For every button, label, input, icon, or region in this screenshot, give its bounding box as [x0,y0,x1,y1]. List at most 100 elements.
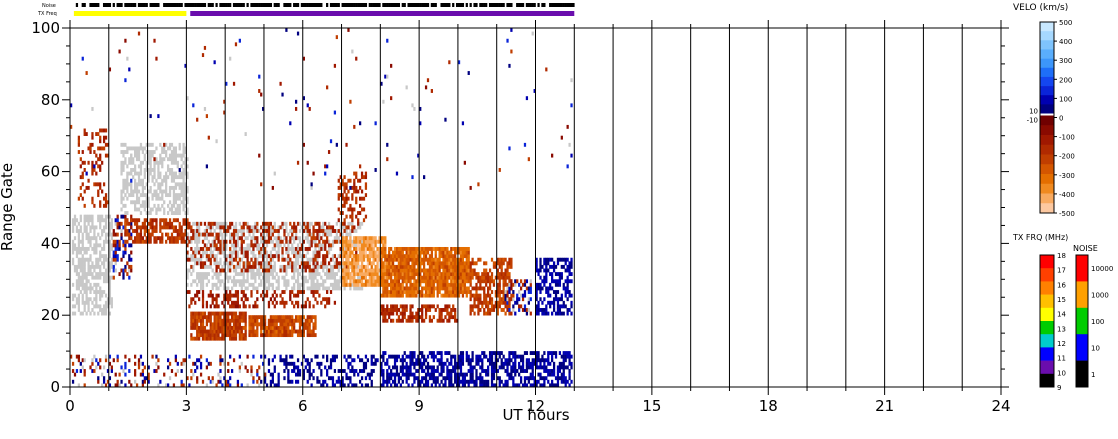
data-cell [345,264,348,269]
noise-strip-cell [225,3,228,7]
data-cell [310,282,313,287]
data-cell [95,250,98,255]
data-cell [543,268,546,273]
data-cell [403,365,406,370]
data-cell [93,264,96,269]
data-cell [448,293,451,298]
data-cell [124,268,127,273]
data-cell [265,275,269,280]
data-cell [395,308,399,312]
data-cell [308,257,311,262]
data-cell [498,264,501,269]
data-cell [432,365,435,370]
data-cell [79,282,82,287]
data-cell [405,365,408,370]
data-cell [566,297,569,302]
data-cell [461,279,465,284]
data-cell [341,282,344,287]
data-cell [308,264,311,269]
data-cell [411,318,414,323]
data-cell [145,160,148,165]
data-cell [329,246,333,251]
data-cell [298,250,302,255]
data-cell [221,264,224,269]
data-cell [329,272,333,277]
data-cell [130,160,133,165]
data-cell [343,203,346,208]
data-cell [459,369,463,373]
data-cell [423,254,426,259]
data-cell [79,279,82,284]
data-cell [267,225,271,230]
data-cell [457,379,461,384]
data-cell [215,268,218,273]
noise-strip-cell [475,3,478,7]
data-cell [110,232,113,237]
data-cell [444,286,447,291]
data-cell [283,232,286,237]
data-cell [426,372,430,377]
data-cell [248,232,251,237]
data-cell [465,275,468,280]
data-cell [101,189,104,194]
noise-strip-cell [265,3,269,7]
data-cell [79,264,82,269]
data-cell [130,168,133,172]
data-cell [147,153,150,158]
data-cell [492,304,496,309]
data-cell [333,286,337,291]
data-cell [137,157,141,162]
data-cell [318,239,321,244]
data-cell [434,286,437,291]
data-cell [87,297,90,302]
data-cell [291,322,294,327]
data-cell [473,311,476,316]
data-cell [504,272,507,277]
data-cell [275,229,278,233]
data-cell [434,264,437,269]
data-cell [397,272,401,277]
data-cell [184,196,187,201]
data-cell [199,318,203,323]
data-cell [426,308,430,312]
noise-strip-cell [232,3,236,7]
data-cell [184,221,187,226]
data-cell [327,272,331,277]
data-cell [198,232,201,237]
data-cell [71,221,75,226]
data-cell [246,264,249,269]
data-cell [444,257,447,262]
data-cell [467,246,470,251]
data-cell [357,189,360,194]
data-cell [407,318,410,323]
data-cell [308,239,311,244]
data-cell [217,272,220,277]
data-cell [463,246,466,251]
data-cell [362,257,366,262]
data-cell [541,279,544,284]
data-cell [271,225,274,230]
noise-strip-cell [229,3,232,7]
data-cell [359,221,362,226]
data-cell [554,293,558,298]
data-cell [500,308,503,312]
data-cell [329,268,333,273]
data-cell [85,279,88,284]
data-cell [250,325,253,330]
data-cell [172,211,176,215]
data-cell [399,246,402,251]
data-cell [139,178,143,183]
data-cell [250,329,253,334]
data-cell [504,300,507,305]
data-cell [221,221,224,226]
data-cell [558,272,562,277]
data-cell [339,225,342,230]
data-cell [137,236,141,241]
data-cell [203,229,207,233]
data-cell [101,229,104,233]
data-cell [475,383,478,388]
data-cell [95,171,98,176]
data-cell [393,282,397,287]
data-cell [366,272,369,277]
data-cell [281,318,284,323]
